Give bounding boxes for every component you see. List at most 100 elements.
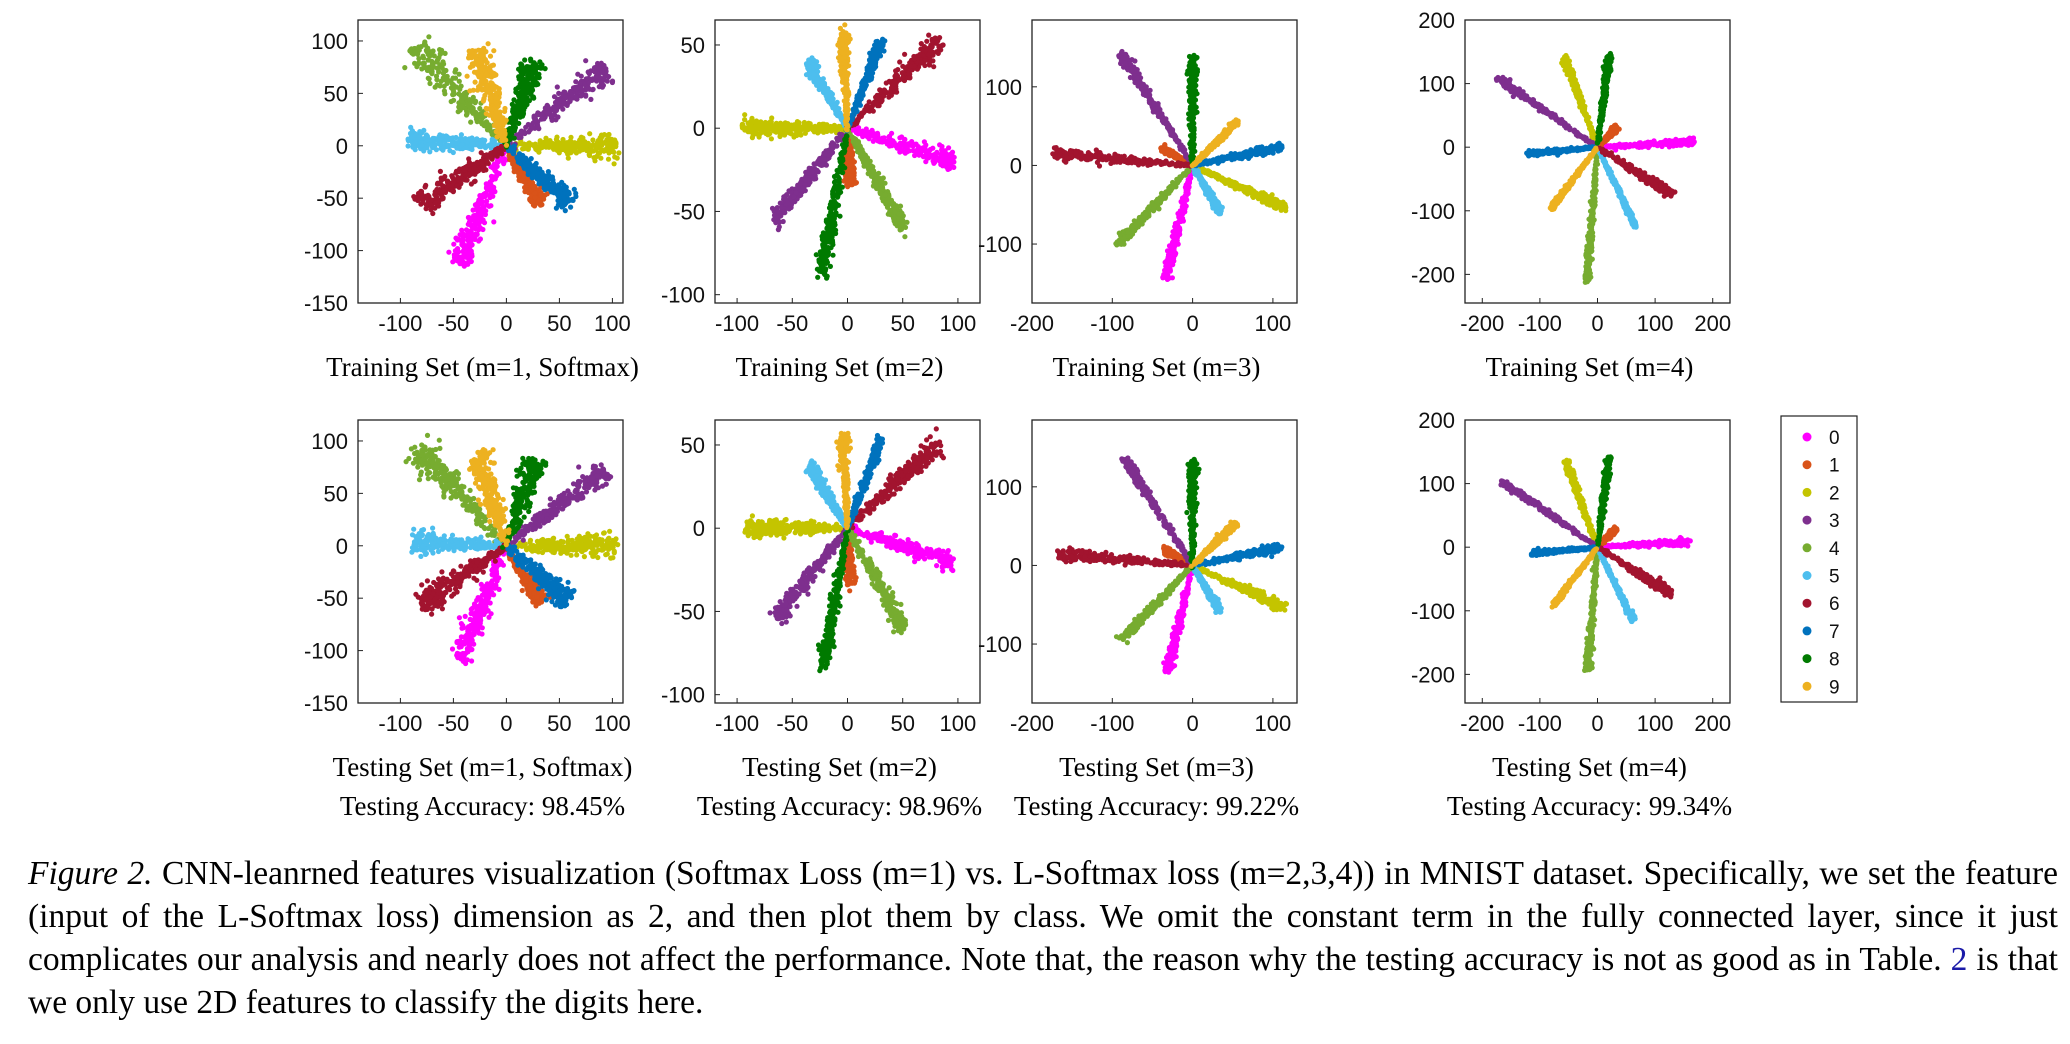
data-point — [477, 68, 483, 74]
data-point — [582, 139, 588, 145]
data-point — [863, 75, 869, 81]
data-point — [899, 76, 905, 82]
cluster-class-0 — [1160, 167, 1195, 282]
data-point — [423, 202, 429, 208]
data-point — [904, 146, 911, 153]
data-point — [565, 155, 571, 161]
data-point — [515, 102, 521, 108]
data-point — [446, 137, 452, 143]
data-point — [472, 231, 478, 237]
data-point — [855, 129, 861, 135]
data-point — [453, 235, 459, 241]
data-point — [809, 169, 815, 175]
data-point — [876, 170, 882, 176]
data-point — [588, 96, 594, 102]
data-point — [482, 92, 488, 98]
data-point — [835, 111, 842, 117]
cluster-class-6 — [848, 32, 946, 128]
data-point — [578, 134, 584, 140]
data-point — [547, 138, 553, 144]
data-point — [552, 190, 558, 196]
data-point — [502, 105, 508, 112]
scatter-points — [739, 22, 957, 281]
data-point — [512, 124, 519, 131]
data-point — [742, 117, 748, 123]
cluster-class-2 — [504, 131, 622, 167]
data-point — [823, 233, 829, 239]
data-point — [871, 101, 877, 107]
data-point — [540, 115, 546, 122]
data-point — [535, 175, 541, 181]
data-point — [430, 48, 436, 54]
data-point — [501, 161, 507, 167]
data-point — [573, 94, 579, 100]
data-point — [828, 199, 834, 205]
data-point — [545, 169, 552, 175]
data-point — [488, 74, 495, 80]
data-point — [893, 86, 899, 92]
data-point — [488, 98, 494, 104]
data-point — [870, 108, 876, 114]
data-point — [486, 142, 492, 149]
data-point — [536, 144, 542, 150]
x-tick-label: 100 — [594, 311, 631, 336]
data-point — [923, 142, 929, 148]
data-point — [924, 38, 930, 44]
data-point — [839, 37, 846, 43]
data-point — [840, 87, 846, 93]
data-point — [872, 55, 878, 61]
data-point — [483, 208, 489, 214]
data-point — [496, 125, 502, 131]
data-point — [470, 94, 476, 100]
data-point — [833, 201, 839, 207]
data-point — [873, 182, 880, 188]
data-point — [494, 117, 500, 123]
data-point — [577, 148, 583, 154]
data-point — [836, 106, 842, 112]
data-point — [784, 125, 791, 131]
data-point — [868, 173, 875, 179]
data-point — [465, 221, 471, 227]
data-point — [483, 71, 489, 77]
data-point — [530, 184, 537, 190]
data-point — [450, 92, 456, 98]
data-point — [477, 193, 483, 199]
data-point — [483, 49, 489, 55]
data-point — [458, 103, 465, 109]
data-point — [438, 78, 444, 84]
data-point — [774, 215, 781, 221]
data-point — [517, 170, 524, 176]
data-point — [820, 127, 826, 133]
data-point — [525, 75, 531, 81]
data-point — [423, 206, 429, 212]
data-point — [742, 112, 748, 118]
data-point — [842, 54, 848, 60]
data-point — [465, 234, 471, 240]
data-point — [835, 193, 841, 199]
data-point — [528, 58, 534, 64]
data-point — [453, 134, 459, 141]
data-point — [532, 144, 538, 150]
data-point — [520, 81, 526, 87]
data-point — [463, 165, 469, 171]
data-point — [443, 77, 450, 84]
data-point — [830, 105, 836, 111]
data-point — [541, 185, 547, 191]
data-point — [814, 82, 820, 88]
data-point — [825, 225, 831, 231]
data-point — [819, 123, 825, 129]
data-point — [424, 137, 431, 143]
data-point — [844, 156, 850, 162]
data-point — [564, 146, 570, 152]
data-point — [501, 135, 507, 142]
data-point — [474, 119, 480, 125]
data-point — [590, 76, 596, 82]
data-point — [494, 158, 501, 164]
data-point — [867, 74, 873, 80]
data-point — [604, 78, 610, 84]
data-point — [893, 72, 900, 78]
data-point — [842, 100, 849, 106]
data-point — [819, 84, 825, 91]
data-point — [932, 35, 938, 41]
